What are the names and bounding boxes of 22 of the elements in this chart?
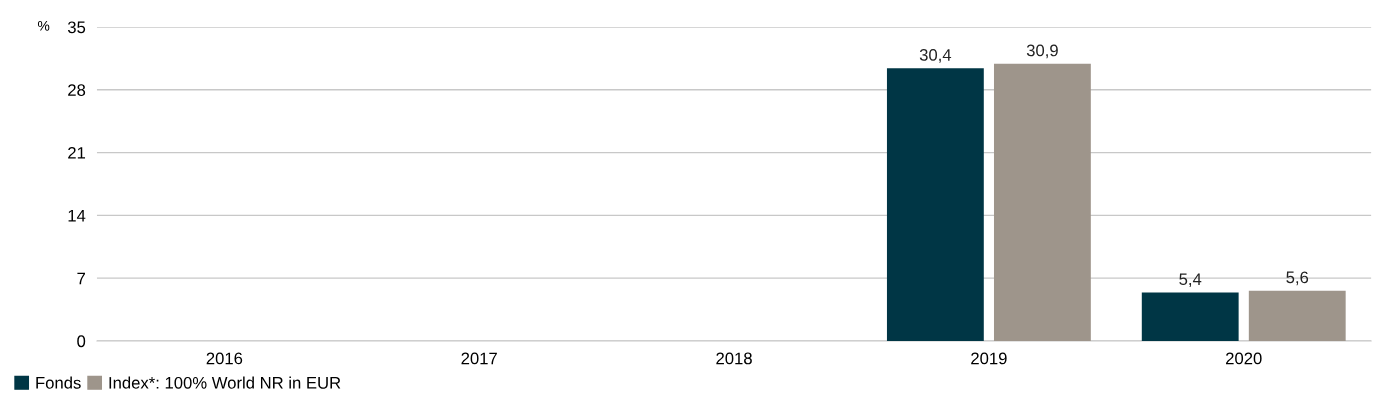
- bar: [1248, 290, 1346, 341]
- data-label: 5,6: [1286, 271, 1309, 286]
- bar: [1141, 292, 1239, 341]
- y-tick-label: 0: [77, 335, 86, 348]
- y-tick-label: 21: [68, 146, 86, 159]
- x-tick-label: 2017: [461, 352, 497, 365]
- bar: [993, 63, 1091, 341]
- data-label: 30,9: [1026, 44, 1058, 59]
- x-tick-label: 2016: [206, 352, 243, 365]
- x-tick-label: 2018: [716, 352, 752, 365]
- y-tick-label: 14: [68, 209, 86, 222]
- y-tick-label: 35: [67, 21, 86, 34]
- y-tick-label: 7: [77, 272, 85, 285]
- data-label: 30,4: [919, 49, 952, 63]
- x-tick-label: 2019: [971, 352, 1007, 365]
- legend-label: Fonds: [36, 376, 81, 389]
- legend-label: Index*: 100% World NR in EUR: [109, 376, 341, 389]
- x-tick-label: 2020: [1226, 352, 1262, 365]
- y-axis-title: %: [37, 20, 50, 31]
- bar: [886, 68, 984, 341]
- y-tick-label: 28: [68, 84, 86, 96]
- data-label: 5,4: [1179, 273, 1202, 288]
